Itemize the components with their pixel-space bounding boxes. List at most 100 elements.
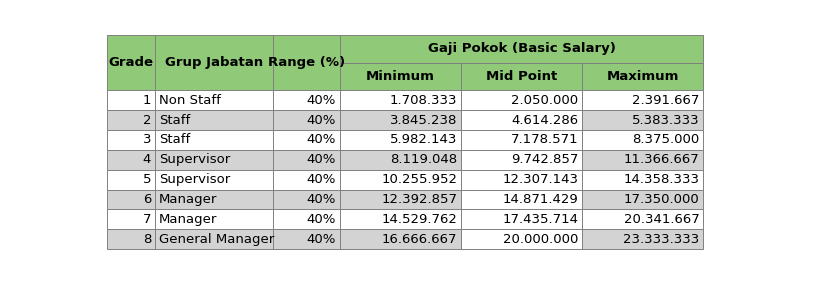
Bar xyxy=(461,229,582,249)
Bar xyxy=(582,110,703,130)
Text: Grup Jabatan: Grup Jabatan xyxy=(165,56,263,69)
Text: General Manager: General Manager xyxy=(159,233,274,246)
Bar xyxy=(582,189,703,209)
Bar xyxy=(340,189,461,209)
Bar xyxy=(107,209,155,229)
Text: Gaji Pokok (Basic Salary): Gaji Pokok (Basic Salary) xyxy=(428,42,616,55)
Text: Minimum: Minimum xyxy=(366,70,435,83)
Text: 9.742.857: 9.742.857 xyxy=(511,153,578,166)
Bar xyxy=(461,170,582,189)
Bar xyxy=(273,35,340,90)
Bar xyxy=(461,130,582,150)
Bar xyxy=(461,63,582,90)
Bar xyxy=(155,189,273,209)
Text: 14.871.429: 14.871.429 xyxy=(503,193,578,206)
Bar xyxy=(340,63,461,90)
Bar xyxy=(582,63,703,90)
Text: 4.614.286: 4.614.286 xyxy=(511,114,578,126)
Bar xyxy=(340,130,461,150)
Text: 16.666.667: 16.666.667 xyxy=(381,233,457,246)
Text: 8.375.000: 8.375.000 xyxy=(632,133,700,146)
Text: 7: 7 xyxy=(143,213,151,226)
Bar xyxy=(273,209,340,229)
Text: 11.366.667: 11.366.667 xyxy=(623,153,700,166)
Text: Manager: Manager xyxy=(159,193,217,206)
Text: 2.050.000: 2.050.000 xyxy=(511,94,578,107)
Text: Grade: Grade xyxy=(109,56,154,69)
Text: 12.307.143: 12.307.143 xyxy=(502,173,578,186)
Bar xyxy=(155,90,273,110)
Bar xyxy=(461,110,582,130)
Bar xyxy=(273,150,340,170)
Bar xyxy=(582,130,703,150)
Text: 23.333.333: 23.333.333 xyxy=(623,233,700,246)
Text: 17.435.714: 17.435.714 xyxy=(502,213,578,226)
Text: Maximum: Maximum xyxy=(607,70,679,83)
Bar xyxy=(155,170,273,189)
Text: Range (%): Range (%) xyxy=(268,56,345,69)
Text: 1.708.333: 1.708.333 xyxy=(390,94,457,107)
Text: 10.255.952: 10.255.952 xyxy=(381,173,457,186)
Text: 3: 3 xyxy=(143,133,151,146)
Bar xyxy=(155,229,273,249)
Text: 40%: 40% xyxy=(307,114,336,126)
Bar xyxy=(461,150,582,170)
Bar xyxy=(155,35,273,90)
Text: 17.350.000: 17.350.000 xyxy=(623,193,700,206)
Text: Supervisor: Supervisor xyxy=(159,153,230,166)
Bar xyxy=(582,229,703,249)
Text: 8: 8 xyxy=(143,233,151,246)
Bar xyxy=(340,35,703,63)
Bar xyxy=(340,170,461,189)
Bar xyxy=(107,130,155,150)
Bar xyxy=(340,150,461,170)
Text: 2.391.667: 2.391.667 xyxy=(632,94,700,107)
Text: Mid Point: Mid Point xyxy=(486,70,557,83)
Bar xyxy=(461,189,582,209)
Bar xyxy=(155,110,273,130)
Bar xyxy=(582,150,703,170)
Text: 7.178.571: 7.178.571 xyxy=(510,133,578,146)
Text: 40%: 40% xyxy=(307,94,336,107)
Text: 6: 6 xyxy=(143,193,151,206)
Bar xyxy=(107,110,155,130)
Bar xyxy=(273,90,340,110)
Bar xyxy=(582,209,703,229)
Bar xyxy=(273,229,340,249)
Text: Non Staff: Non Staff xyxy=(159,94,221,107)
Text: 5: 5 xyxy=(143,173,151,186)
Text: 20.000.000: 20.000.000 xyxy=(503,233,578,246)
Text: 12.392.857: 12.392.857 xyxy=(381,193,457,206)
Text: Staff: Staff xyxy=(159,114,190,126)
Bar xyxy=(107,90,155,110)
Text: 40%: 40% xyxy=(307,153,336,166)
Bar xyxy=(107,150,155,170)
Bar xyxy=(340,110,461,130)
Text: 14.529.762: 14.529.762 xyxy=(381,213,457,226)
Bar xyxy=(107,189,155,209)
Bar xyxy=(155,209,273,229)
Bar xyxy=(340,90,461,110)
Text: 40%: 40% xyxy=(307,193,336,206)
Bar xyxy=(107,35,155,90)
Bar xyxy=(461,209,582,229)
Bar xyxy=(582,170,703,189)
Bar xyxy=(273,110,340,130)
Text: 5.383.333: 5.383.333 xyxy=(632,114,700,126)
Text: Supervisor: Supervisor xyxy=(159,173,230,186)
Bar xyxy=(340,229,461,249)
Text: 20.341.667: 20.341.667 xyxy=(623,213,700,226)
Bar xyxy=(340,209,461,229)
Bar xyxy=(461,90,582,110)
Text: 40%: 40% xyxy=(307,173,336,186)
Text: 40%: 40% xyxy=(307,233,336,246)
Text: 4: 4 xyxy=(143,153,151,166)
Text: 2: 2 xyxy=(143,114,151,126)
Bar xyxy=(107,170,155,189)
Text: Manager: Manager xyxy=(159,213,217,226)
Text: 40%: 40% xyxy=(307,213,336,226)
Text: 5.982.143: 5.982.143 xyxy=(390,133,457,146)
Text: Staff: Staff xyxy=(159,133,190,146)
Bar xyxy=(582,90,703,110)
Bar xyxy=(273,170,340,189)
